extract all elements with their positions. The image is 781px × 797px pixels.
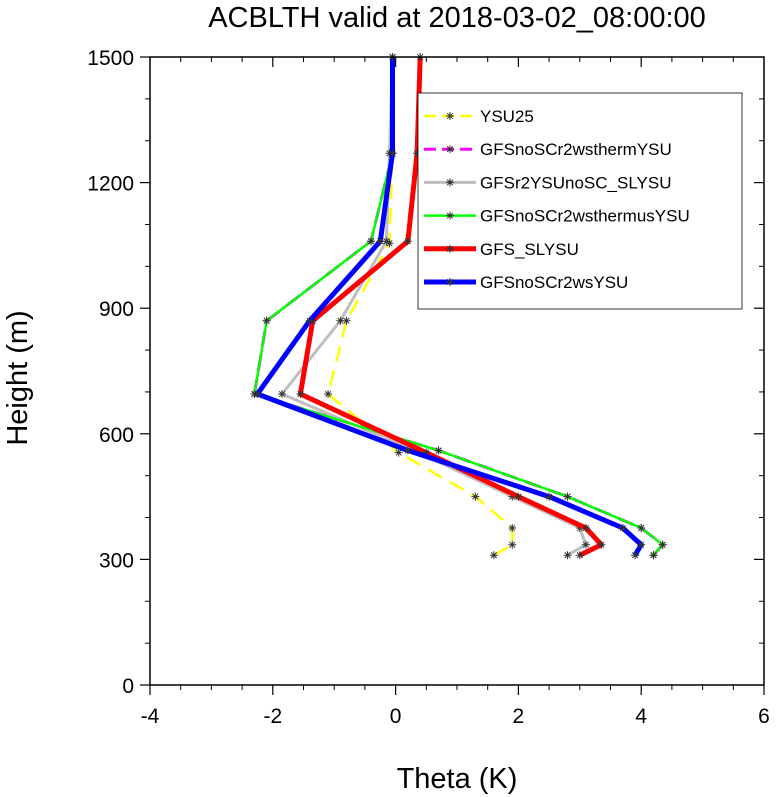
data-point-gfsnoscr2wsysu <box>631 551 640 560</box>
y-tick-label: 300 <box>99 549 134 572</box>
data-point-gfsnoscr2wsthermusysu <box>367 237 376 246</box>
x-tick-label: 6 <box>758 705 770 728</box>
data-point-ysu25 <box>324 390 333 399</box>
legend-box <box>417 92 743 310</box>
data-point-gfs-slysu <box>422 448 431 457</box>
data-point-gfsr2ysunosc-slysu <box>382 237 391 246</box>
legend-label-ysu25: YSU25 <box>480 107 534 126</box>
series-line-gfsnoscr2wsthermusysu <box>253 57 664 557</box>
data-point-gfs-slysu <box>581 524 590 532</box>
data-point-gfsnoscr2wsysu <box>376 237 385 246</box>
legend-marker-ysu25 <box>446 112 454 120</box>
data-point-gfs-slysu <box>403 237 412 246</box>
data-point-ysu25 <box>508 524 517 532</box>
x-tick-label: 4 <box>635 705 647 728</box>
legend-marker-gfsnoscr2wsthermysu <box>446 145 454 154</box>
data-point-gfsr2ysunosc-slysu <box>278 390 287 399</box>
data-point-ysu25 <box>489 551 498 560</box>
data-point-gfs-slysu <box>575 551 584 560</box>
data-point-gfsr2ysunosc-slysu <box>575 524 584 532</box>
data-point-gfsnoscr2wsthermusysu <box>649 551 658 560</box>
data-point-gfsr2ysunosc-slysu <box>581 540 590 549</box>
legend-label-gfsnoscr2wsthermysu: GFSnoSCr2wsthermYSU <box>480 140 672 159</box>
y-axis-label: Height (m) <box>2 310 34 445</box>
legend: YSU25 GFSnoSCr2wsthermYSU GFSr2YSUnoSC_SLY… <box>417 92 743 310</box>
data-point-gfsnoscr2wsthermusysu <box>434 446 443 455</box>
data-point-gfsr2ysunosc-slysu <box>336 316 345 325</box>
x-tick-label: 0 <box>390 705 402 728</box>
plot-frame <box>149 56 765 686</box>
legend-label-gfs-slysu: GFS_SLYSU <box>480 240 579 259</box>
data-point-ysu25 <box>471 492 480 501</box>
legend-label-gfsnoscr2wsthermusysu: GFSnoSCr2wsthermusYSU <box>480 207 690 226</box>
legend-marker-gfsnoscr2wsthermusysu <box>446 211 454 220</box>
y-tick-label: 1500 <box>87 47 134 70</box>
data-point-gfsr2ysunosc-slysu <box>508 492 517 501</box>
data-point-gfsnoscr2wsthermusysu <box>262 316 271 325</box>
x-tick-label: -4 <box>141 705 160 728</box>
data-point-gfsnoscr2wsthermusysu <box>563 492 572 501</box>
legend-marker-gfsr2ysunosc-slysu <box>446 178 454 187</box>
data-point-gfsnoscr2wsthermusysu <box>637 524 646 532</box>
data-point-gfs-slysu <box>413 149 422 158</box>
data-point-gfsnoscr2wsysu <box>618 524 627 532</box>
plot-area <box>250 53 667 560</box>
legend-label-gfsr2ysunosc-slysu: GFSr2YSUnoSC_SLYSU <box>480 173 671 192</box>
data-point-gfsnoscr2wsysu <box>403 446 412 455</box>
x-axis-label: Theta (K) <box>397 763 518 795</box>
series-line-gfs-slysu <box>297 56 604 558</box>
series-line-ysu25 <box>326 57 514 557</box>
data-point-gfsr2ysunosc-slysu <box>563 551 572 560</box>
x-tick-label: -2 <box>263 705 282 728</box>
data-point-gfsnoscr2wsysu <box>253 390 262 399</box>
chart-title: ACBLTH valid at 2018-03-02_08:00:00 <box>208 2 706 34</box>
data-point-gfsnoscr2wsysu <box>637 540 646 549</box>
axis-ticks: -4 -2 0 2 4 6 0 300 600 900 1200 1500 <box>87 47 770 728</box>
data-point-gfsnoscr2wsthermusysu <box>658 540 667 549</box>
legend-marker-gfs-slysu <box>446 244 454 253</box>
data-point-gfs-slysu <box>597 540 606 549</box>
data-point-gfsnoscr2wsysu <box>545 492 554 501</box>
data-point-ysu25 <box>342 316 351 325</box>
y-tick-label: 900 <box>99 298 134 321</box>
legend-label-gfsnoscr2wsysu: GFSnoSCr2wsYSU <box>480 273 628 292</box>
data-point-gfs-slysu <box>514 492 523 501</box>
series-line-gfsnoscr2wsysu <box>254 57 644 557</box>
data-point-gfs-slysu <box>296 390 305 399</box>
legend-marker-gfsnoscr2wsysu <box>446 278 454 286</box>
y-tick-label: 0 <box>122 675 134 698</box>
data-point-ysu25 <box>385 239 394 248</box>
data-point-gfsnoscr2wsysu <box>388 149 397 158</box>
y-tick-label: 1200 <box>87 173 134 196</box>
y-tick-label: 600 <box>99 424 134 447</box>
x-tick-label: 2 <box>513 705 525 728</box>
data-point-ysu25 <box>394 448 403 457</box>
data-point-gfsnoscr2wsysu <box>305 316 314 325</box>
data-point-ysu25 <box>508 540 517 549</box>
